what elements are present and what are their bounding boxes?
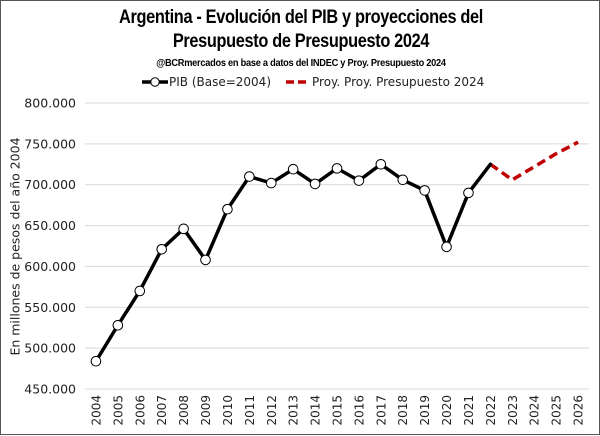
x-tick-label: 2004 (89, 395, 103, 426)
x-tick-label: 2024 (528, 395, 542, 426)
data-point-pib-2009 (200, 254, 211, 266)
x-tick-label: 2023 (506, 395, 520, 426)
x-tick-label: 2012 (265, 395, 279, 426)
data-point-pib-2013 (287, 163, 299, 175)
data-point-pib-2017 (375, 158, 387, 170)
series-lines (94, 140, 579, 363)
data-point-pib-2014 (309, 178, 321, 190)
chart-legend: PIB (Base=2004) Proy. Proy. Presupuesto … (1, 75, 600, 93)
x-tick-label: 2010 (221, 395, 235, 426)
legend-label-proyeccion: Proy. Proy. Presupuesto 2024 (312, 75, 485, 89)
x-tick-label: 2009 (199, 395, 213, 426)
data-point-pib-2018 (397, 174, 409, 186)
x-tick-label: 2011 (243, 395, 257, 426)
data-point-pib-2012 (265, 177, 277, 189)
x-tick-label: 2020 (440, 395, 454, 426)
data-point-pib-2006 (134, 285, 146, 297)
gridlines (85, 102, 589, 390)
x-tick-label: 2021 (462, 395, 476, 426)
x-tick-label: 2006 (133, 395, 147, 426)
legend-item-proyeccion: Proy. Proy. Presupuesto 2024 (284, 75, 484, 89)
y-tick-label: 550.000 (24, 300, 76, 315)
x-tick-label: 2019 (418, 395, 432, 426)
chart-title-line2: Presupuesto de Presupuesto 2024 (172, 31, 430, 52)
series-line-proyeccion (489, 140, 579, 182)
y-tick-label: 600.000 (24, 259, 76, 274)
x-tick-label: 2018 (396, 395, 410, 426)
x-tick-label: 2025 (550, 395, 564, 426)
legend-swatch-proyeccion-icon (286, 80, 310, 84)
x-tick-label: 2005 (111, 395, 125, 426)
x-tick-label: 2013 (287, 395, 301, 426)
data-point-pib-2019 (419, 185, 430, 196)
series-markers (90, 158, 474, 367)
data-point-pib-2021 (463, 187, 474, 199)
chart-title-line1: Argentina - Evolución del PIB y proyecci… (119, 7, 483, 28)
x-tick-label: 2015 (331, 395, 345, 426)
data-point-pib-2010 (222, 203, 233, 215)
x-tick-label: 2014 (309, 395, 323, 426)
legend-label-pib: PIB (Base=2004) (169, 75, 271, 89)
x-tick-label: 2026 (572, 395, 586, 426)
series-line-pib (94, 162, 493, 363)
y-tick-label: 500.000 (24, 341, 76, 356)
y-tick-label: 700.000 (24, 177, 76, 192)
x-tick-label: 2022 (484, 395, 498, 426)
data-point-pib-2008 (178, 223, 189, 235)
y-tick-label: 450.000 (24, 382, 76, 397)
y-tick-labels: 450.000 500.000 550.000 600.000 650.000 700.0… (24, 96, 76, 397)
x-tick-label: 2008 (177, 395, 191, 426)
y-tick-label: 750.000 (24, 136, 76, 151)
data-point-pib-2011 (244, 171, 255, 182)
legend-item-pib: PIB (Base=2004) (141, 75, 271, 89)
data-point-pib-2007 (156, 243, 167, 255)
data-point-pib-2004 (90, 355, 102, 367)
data-point-pib-2005 (112, 319, 124, 331)
x-tick-label: 2016 (352, 395, 366, 426)
y-tick-label: 650.000 (24, 218, 76, 233)
x-tick-labels: 2004 2005 2006 2007 2008 2009 2010 2011 2012 2013… (89, 395, 585, 426)
y-tick-label: 800.000 (24, 96, 76, 111)
legend-swatch-pib-icon (142, 77, 168, 87)
data-point-pib-2020 (441, 241, 452, 253)
x-tick-label: 2007 (155, 395, 169, 426)
x-tick-label: 2017 (374, 395, 388, 426)
chart-subtitle: @BCRmercados en base a datos del INDEC y… (156, 57, 446, 69)
data-point-pib-2015 (331, 163, 343, 174)
data-point-pib-2016 (353, 175, 365, 186)
